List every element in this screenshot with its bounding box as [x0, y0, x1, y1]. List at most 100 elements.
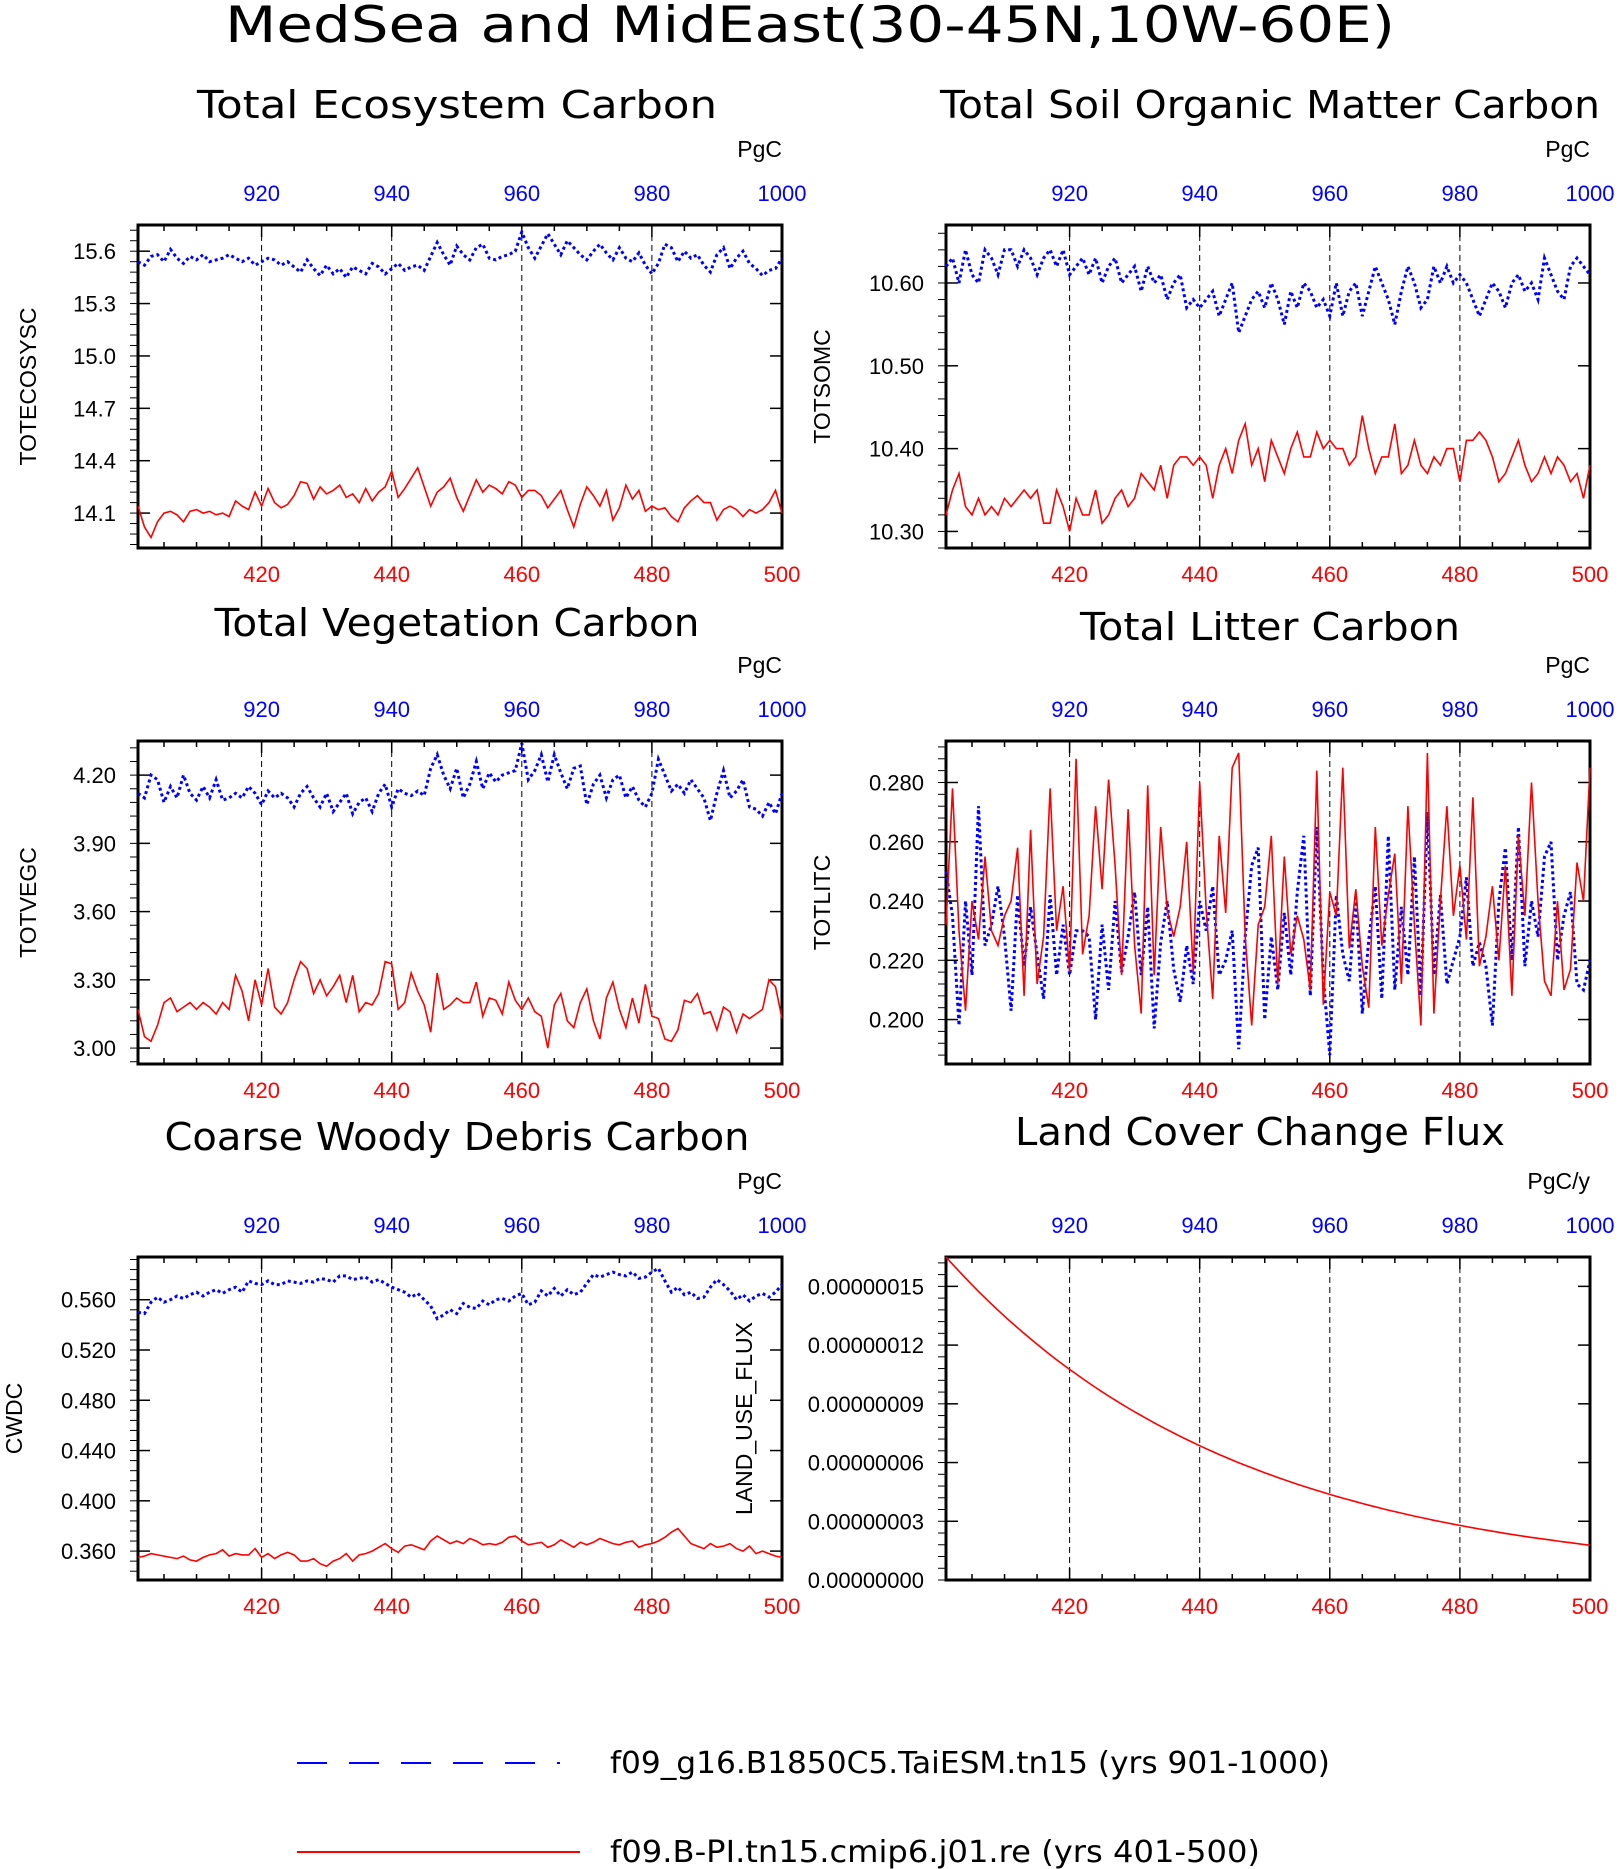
panel-3: Total Vegetation Carbon PgC 420 440 460 480 50… — [15, 601, 806, 1103]
y-axis-label: TOTECOSYSC — [15, 307, 41, 465]
panel-title: Total Litter Carbon — [1079, 605, 1460, 649]
y-tick-label: 3.00 — [73, 1036, 116, 1061]
series-line-2 — [137, 960, 783, 1049]
y-tick-label: 3.30 — [73, 968, 116, 993]
y-tick-label: 15.3 — [73, 292, 116, 317]
x-top-tick-label: 940 — [373, 697, 410, 722]
x-top-tick-label: 980 — [1442, 697, 1479, 722]
y-tick-label: 0.400 — [61, 1489, 116, 1514]
y-tick-label: 0.480 — [61, 1388, 116, 1413]
units-label: PgC — [1545, 136, 1590, 162]
x-tick-label: 420 — [243, 1078, 280, 1103]
y-axis-label: TOTVEGC — [15, 847, 41, 958]
y-tick-label: 0.240 — [869, 889, 924, 914]
x-top-tick-label: 920 — [1051, 1213, 1088, 1238]
x-top-tick-label: 940 — [373, 181, 410, 206]
y-tick-label: 3.60 — [73, 900, 116, 925]
x-tick-label: 460 — [1311, 1078, 1348, 1103]
y-tick-label: 0.00000009 — [808, 1392, 924, 1417]
panel-5: Coarse Woody Debris Carbon PgC 420 440 460 48… — [1, 1115, 806, 1619]
x-tick-label: 500 — [1572, 562, 1609, 587]
x-tick-label: 460 — [1311, 562, 1348, 587]
legend: f09_g16.B1850C5.TaiESM.tn15 (yrs 901-100… — [297, 1746, 1330, 1869]
panel-title: Coarse Woody Debris Carbon — [165, 1115, 750, 1159]
y-tick-label: 0.280 — [869, 770, 924, 795]
x-top-tick-label: 940 — [1181, 697, 1218, 722]
x-top-tick-label: 980 — [1442, 1213, 1479, 1238]
panel-title: Land Cover Change Flux — [1015, 1110, 1505, 1154]
y-axis-label: TOTLITC — [809, 855, 835, 950]
x-tick-label: 480 — [1442, 1594, 1479, 1619]
y-tick-label: 15.0 — [73, 344, 116, 369]
x-top-tick-label: 920 — [1051, 697, 1088, 722]
series-line-2 — [945, 415, 1591, 532]
series-line-2 — [137, 1527, 783, 1568]
x-tick-label: 480 — [1442, 1078, 1479, 1103]
units-label: PgC — [737, 1168, 782, 1194]
x-top-tick-label: 960 — [503, 181, 540, 206]
y-tick-label: 10.40 — [869, 437, 924, 462]
plot-frame — [136, 739, 784, 1066]
x-tick-label: 440 — [1181, 562, 1218, 587]
x-top-tick-label: 920 — [243, 697, 280, 722]
plot-frame — [944, 1255, 1592, 1582]
y-tick-label: 3.90 — [73, 831, 116, 856]
panel-2: Total Soil Organic Matter Carbon PgC 420 44… — [809, 83, 1614, 587]
units-label: PgC — [1545, 652, 1590, 678]
y-tick-label: 10.50 — [869, 354, 924, 379]
y-tick-label: 0.520 — [61, 1338, 116, 1363]
x-tick-label: 500 — [764, 1078, 801, 1103]
y-tick-label: 14.7 — [73, 396, 116, 421]
x-top-tick-label: 960 — [503, 697, 540, 722]
x-top-tick-label: 980 — [634, 181, 671, 206]
legend-case2-label: f09.B-PI.tn15.cmip6.j01.re (yrs 401-500) — [610, 1835, 1260, 1869]
y-tick-label: 0.560 — [61, 1288, 116, 1313]
x-top-tick-label: 1000 — [758, 181, 807, 206]
legend-case1-label: f09_g16.B1850C5.TaiESM.tn15 (yrs 901-100… — [610, 1746, 1330, 1781]
y-tick-label: 0.200 — [869, 1008, 924, 1033]
x-top-tick-label: 1000 — [1566, 697, 1615, 722]
x-tick-label: 500 — [1572, 1078, 1609, 1103]
units-label: PgC/y — [1527, 1168, 1590, 1194]
y-tick-label: 0.00000006 — [808, 1451, 924, 1476]
x-tick-label: 440 — [1181, 1078, 1218, 1103]
x-tick-label: 420 — [1051, 562, 1088, 587]
x-top-tick-label: 1000 — [758, 697, 807, 722]
y-tick-label: 0.440 — [61, 1439, 116, 1464]
page-title: MedSea and MidEast(30-45N,10W-60E) — [225, 0, 1395, 54]
plot-frame — [944, 223, 1592, 550]
x-top-tick-label: 920 — [243, 181, 280, 206]
units-label: PgC — [737, 652, 782, 678]
panel-4: Total Litter Carbon PgC 420 440 460 480 500 920… — [809, 605, 1614, 1103]
units-label: PgC — [737, 136, 782, 162]
x-top-tick-label: 940 — [373, 1213, 410, 1238]
x-tick-label: 440 — [373, 1078, 410, 1103]
y-tick-label: 0.00000003 — [808, 1509, 924, 1534]
x-top-tick-label: 980 — [1442, 181, 1479, 206]
y-tick-label: 0.00000012 — [808, 1333, 924, 1358]
series-line-1 — [137, 227, 784, 281]
plot-frame — [944, 739, 1592, 1066]
x-tick-label: 500 — [764, 562, 801, 587]
panel-6: Land Cover Change Flux PgC/y 420 440 460 480 5… — [731, 1110, 1614, 1619]
x-tick-label: 420 — [1051, 1594, 1088, 1619]
x-top-tick-label: 940 — [1181, 181, 1218, 206]
x-tick-label: 480 — [634, 1078, 671, 1103]
panel-title: Total Ecosystem Carbon — [196, 83, 717, 127]
x-top-tick-label: 960 — [1311, 181, 1348, 206]
x-top-tick-label: 960 — [1311, 697, 1348, 722]
x-top-tick-label: 960 — [1311, 1213, 1348, 1238]
x-tick-label: 420 — [243, 1594, 280, 1619]
x-tick-label: 440 — [373, 562, 410, 587]
panel-1: Total Ecosystem Carbon PgC 420 440 460 480 500… — [15, 83, 806, 587]
series-line-1 — [944, 244, 1592, 334]
y-tick-label: 10.30 — [869, 519, 924, 544]
x-tick-label: 480 — [634, 562, 671, 587]
x-tick-label: 460 — [503, 1078, 540, 1103]
series-line-1 — [137, 1266, 784, 1321]
x-tick-label: 460 — [1311, 1594, 1348, 1619]
y-tick-label: 14.4 — [73, 449, 116, 474]
series-line-1 — [945, 1256, 1591, 1546]
y-tick-label: 0.360 — [61, 1539, 116, 1564]
